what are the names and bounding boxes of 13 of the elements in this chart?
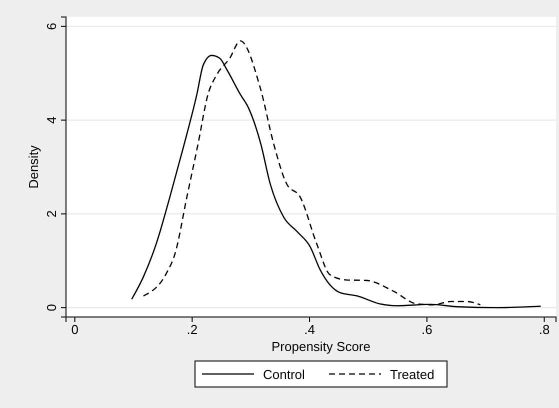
legend-label: Treated [390,367,434,382]
x-tick-label: 0 [71,322,78,338]
y-tick-label: 6 [44,22,59,30]
x-tick-label: .6 [421,322,432,338]
y-tick-label: 4 [44,116,59,124]
x-axis-title: Propensity Score [272,339,370,354]
y-tick-label: 2 [44,210,59,218]
y-tick-label: 0 [44,304,59,312]
x-tick-label: .2 [186,322,198,338]
x-tick-label: .4 [304,322,315,338]
x-tick-label: .8 [538,322,550,338]
legend-label: Control [263,367,306,382]
y-axis-title: Density [26,144,41,189]
